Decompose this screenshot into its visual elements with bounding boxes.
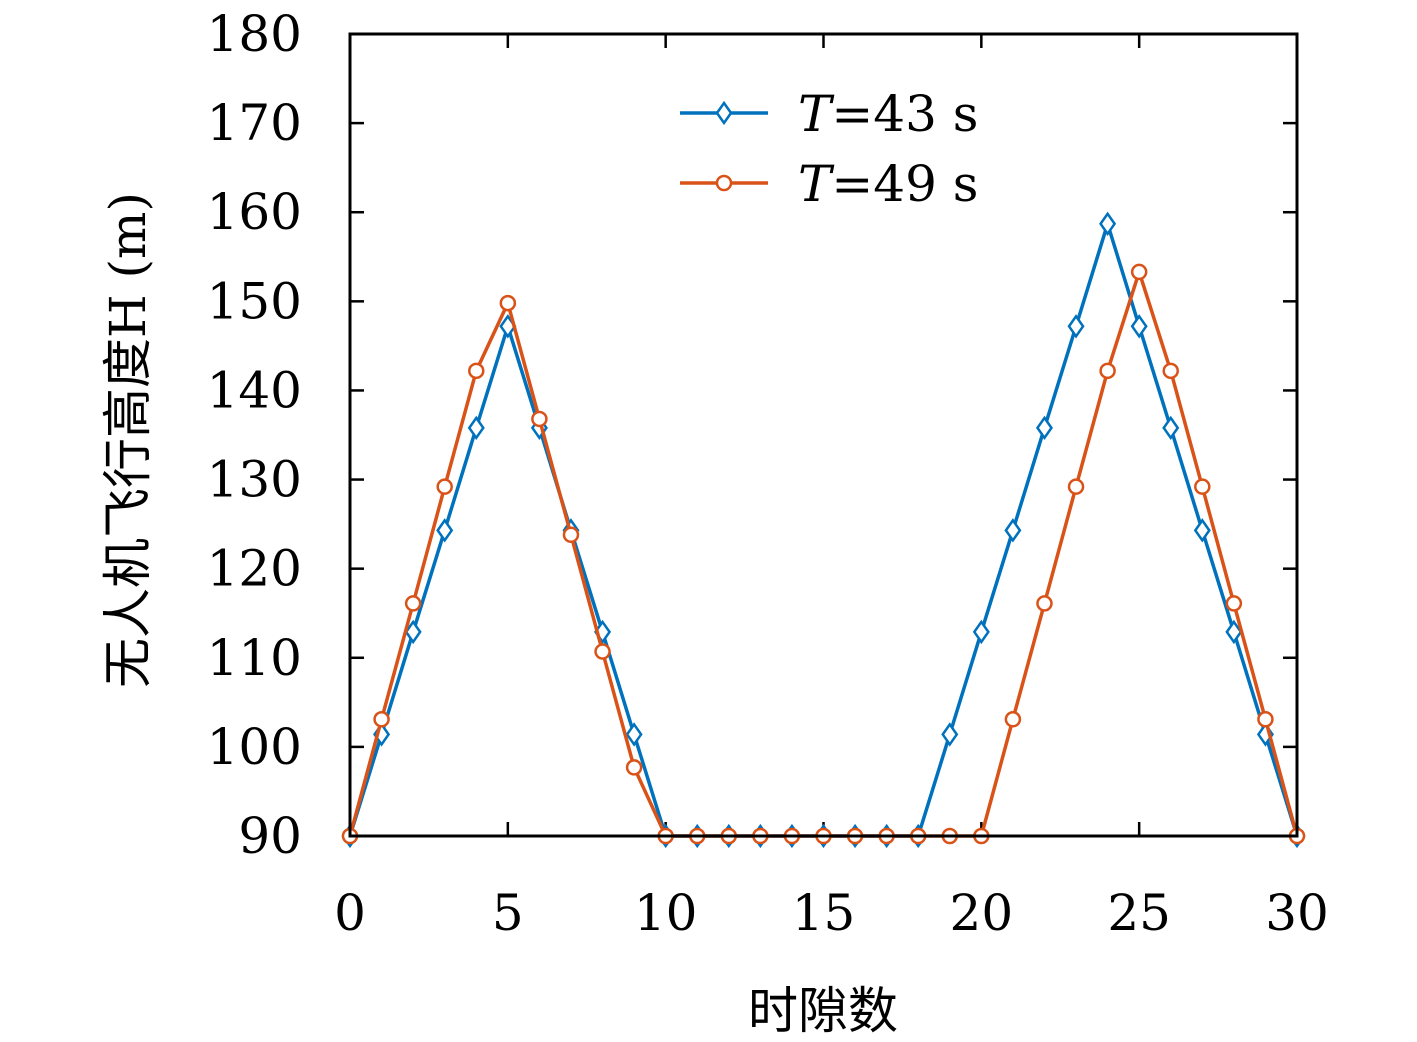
data-point-circle [1036,595,1053,612]
axis-ticks: 0 5 10 15 20 25 30 90 100 110 120 130 140 150 160 170 18… [207,5,1329,942]
data-point-diamond [436,518,454,543]
y-tick-label: 110 [207,629,302,687]
data-point-diamond [1067,314,1085,339]
data-point-diamond [1193,518,1211,543]
legend-entry-label: T=43 s [798,85,978,143]
x-tick-label: 5 [492,884,524,942]
data-point-circle [1257,711,1274,728]
x-tick-label: 10 [634,884,698,942]
legend-entry-label: T=49 s [798,155,978,213]
x-tick-label: 15 [792,884,856,942]
legend-entry-rest: =43 s [831,85,978,143]
data-point-circle [1194,478,1211,495]
y-tick-label: 160 [207,183,302,241]
plot-area-frame [348,32,1299,838]
data-point-circle [1004,711,1022,728]
data-point-diamond [404,619,422,645]
data-point-diamond [1004,518,1022,543]
data-point-diamond [972,619,990,645]
data-point-circle [1067,478,1085,495]
data-point-circle [1225,595,1243,612]
series-2 [341,263,1306,845]
legend: T=43 sT=49 s [680,85,978,213]
legend-entry-var: T [798,85,835,143]
y-tick-label: 120 [207,540,302,598]
data-point-diamond [625,722,643,747]
data-point-diamond [1099,211,1117,236]
data-point-circle [468,362,485,380]
series-1 [341,211,1306,849]
series-layer [341,211,1306,849]
series-line [348,266,1299,838]
data-point-circle [625,759,643,776]
x-tick-label: 25 [1107,884,1171,942]
x-tick-label: 30 [1265,884,1329,942]
y-tick-label: 170 [207,94,302,152]
x-tick-label: 0 [334,884,366,942]
data-point-circle [594,643,611,660]
legend-entry-rest: =49 s [831,155,978,213]
data-point-diamond [1035,415,1053,441]
y-tick-label: 130 [207,451,302,509]
data-point-circle [531,410,548,428]
y-tick-label: 100 [207,718,302,776]
data-point-diamond [1130,314,1148,339]
data-point-circle [404,595,422,612]
data-point-diamond [941,722,959,747]
data-point-circle [1162,362,1179,380]
y-tick-label: 180 [207,5,302,63]
x-axis-label: 时隙数 [748,982,898,1040]
data-point-circle [715,174,733,192]
y-axis-label: 无人机飞行高度H (m) [99,192,157,688]
x-tick-label: 20 [950,884,1014,942]
data-point-diamond [715,100,733,126]
data-point-diamond [1162,415,1180,441]
data-point-circle [1130,263,1148,281]
data-point-diamond [1225,619,1243,645]
data-point-circle [499,294,517,312]
data-point-circle [436,478,453,495]
y-tick-label: 140 [207,361,302,419]
data-point-circle [1099,362,1116,380]
data-point-circle [562,526,580,544]
y-tick-label: 90 [238,807,302,865]
data-point-diamond [467,415,485,441]
y-tick-label: 150 [207,272,302,330]
legend-entry-var: T [798,155,835,213]
data-point-circle [373,711,390,728]
